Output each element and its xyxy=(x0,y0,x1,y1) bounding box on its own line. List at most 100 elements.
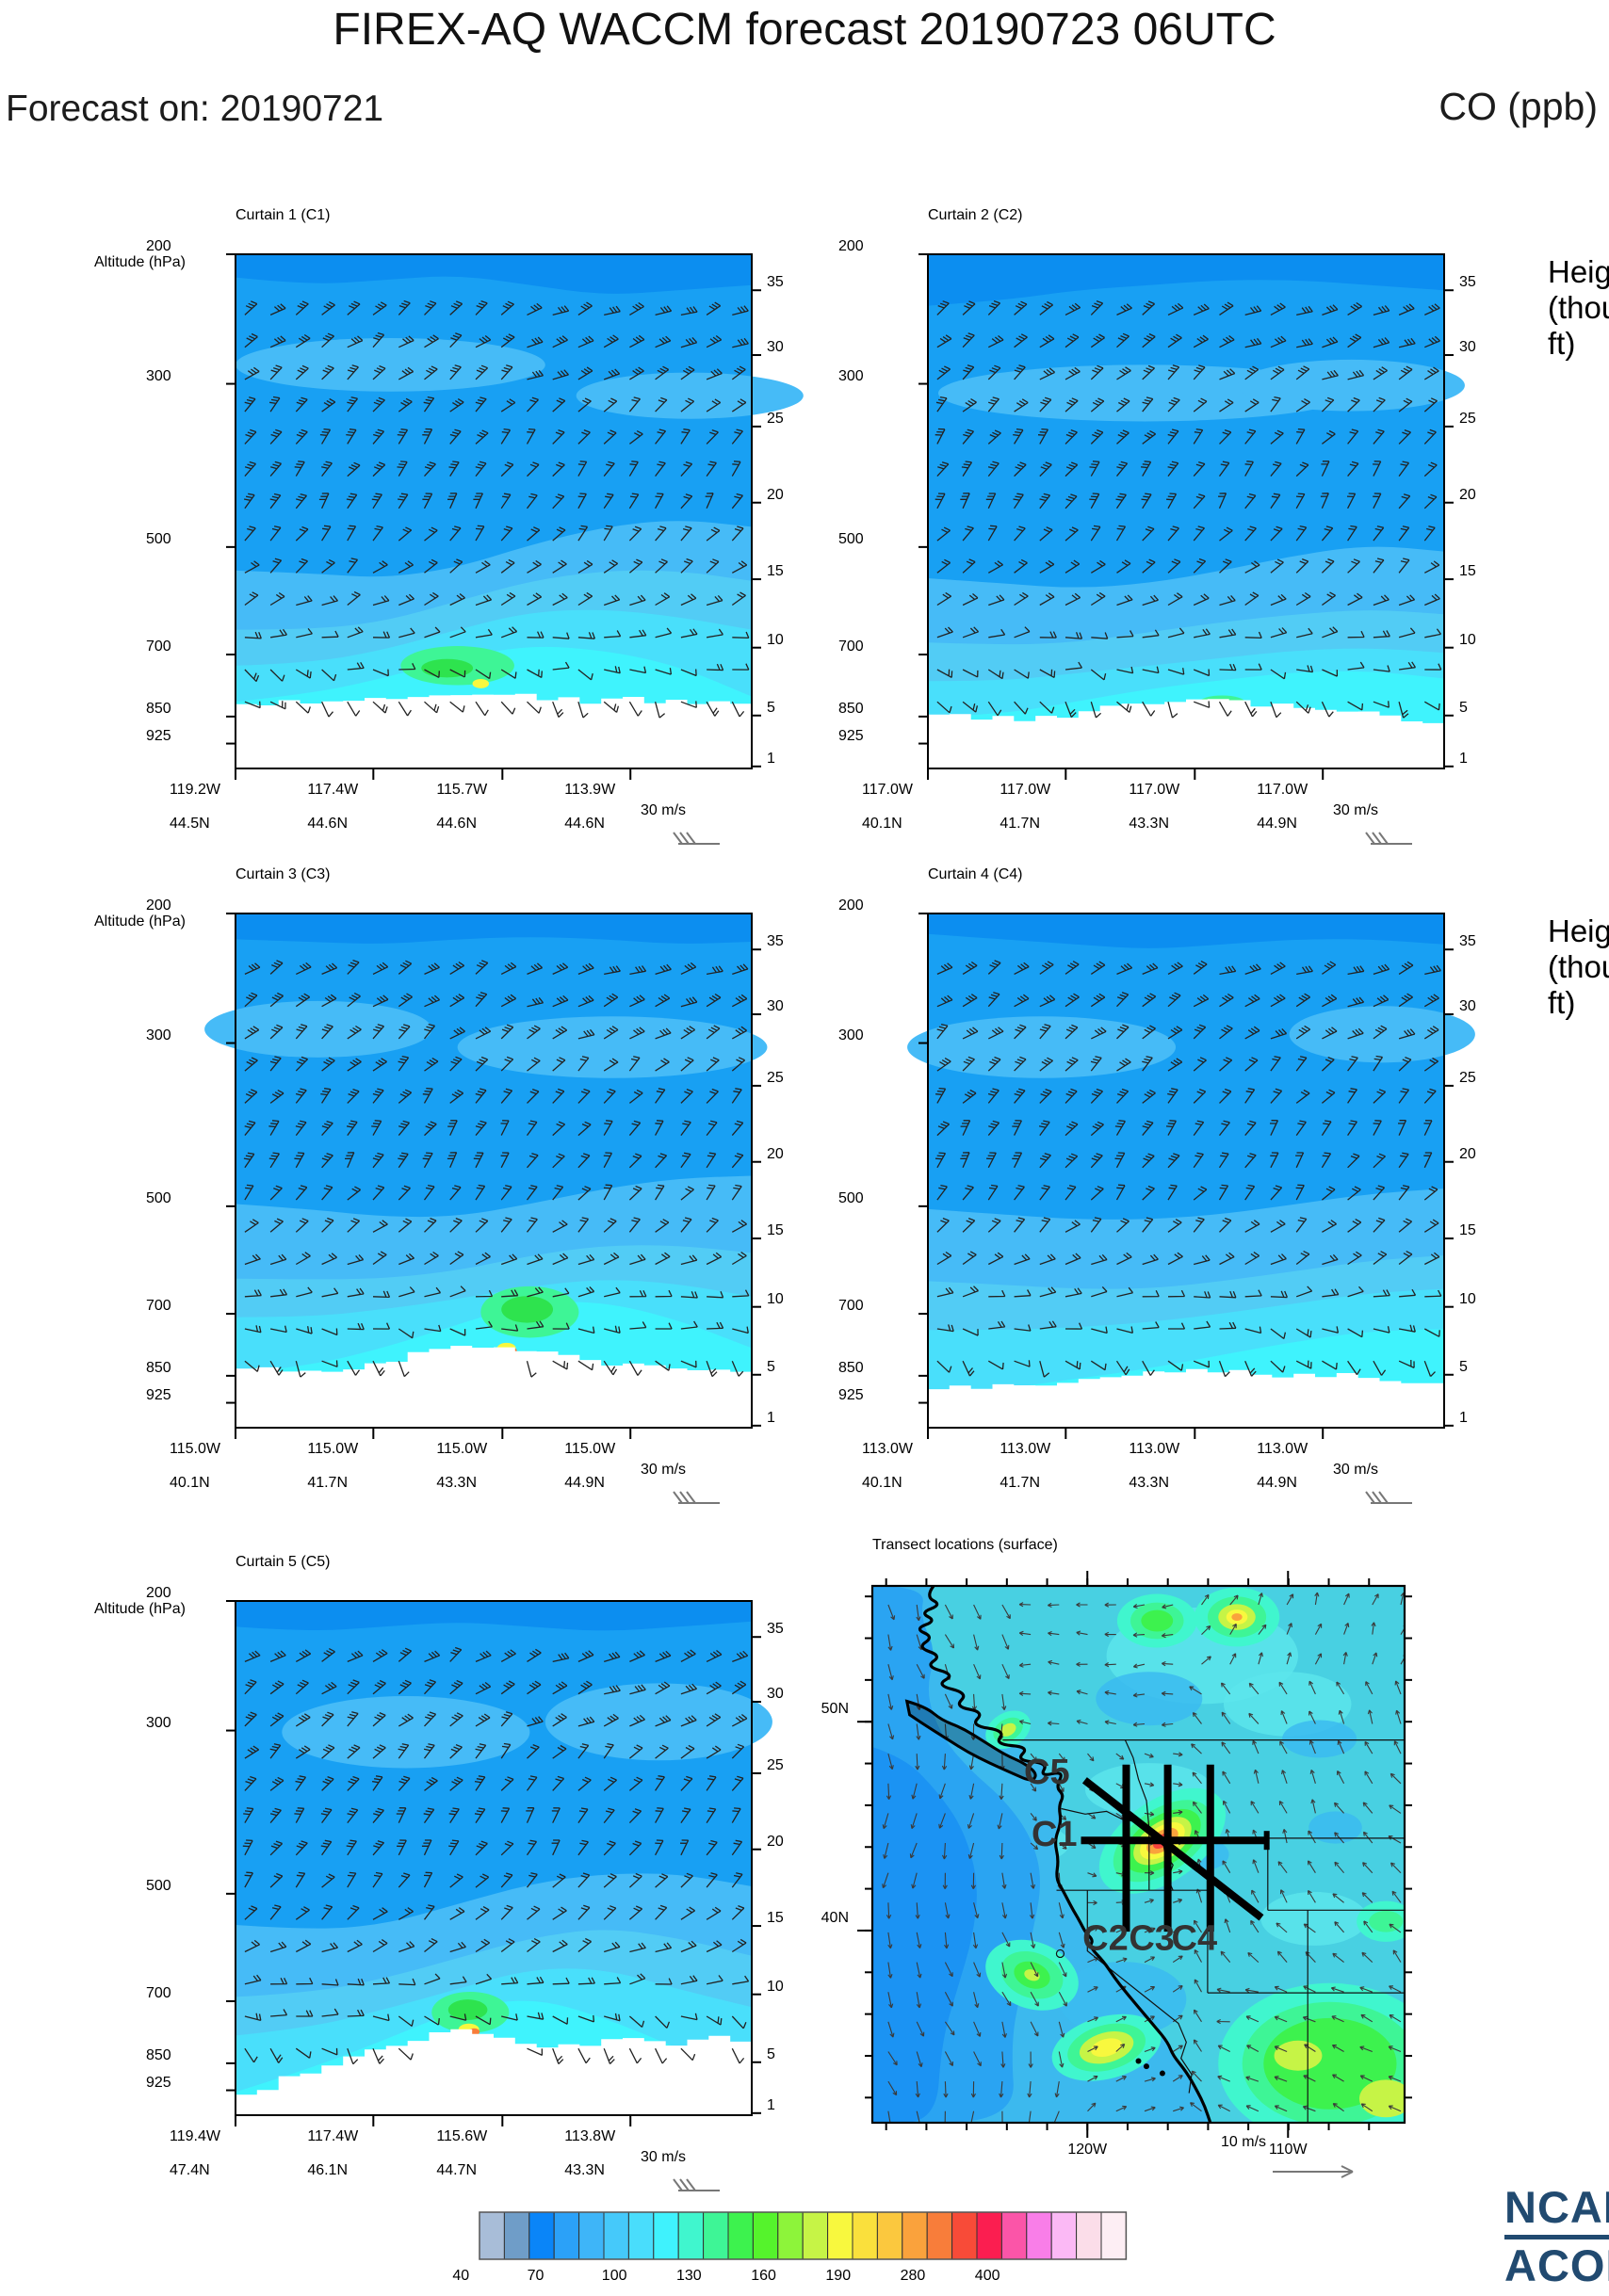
page-title: FIREX-AQ WACCM forecast 20190723 06UTC xyxy=(333,5,1276,55)
curtain-title-C4: Curtain 4 (C4) xyxy=(928,866,1023,882)
xtick-lon-C2-0: 117.0W xyxy=(862,782,913,798)
curtain-plot-C1 xyxy=(226,253,804,780)
colorbar-tick-2: 100 xyxy=(601,2268,627,2284)
xtick-lat-C5-1: 46.1N xyxy=(307,2162,349,2178)
ytick-left-C5-1: 300 xyxy=(146,1714,171,1731)
curtain-title-C1: Curtain 1 (C1) xyxy=(236,207,331,223)
ytick-left-C4-4: 850 xyxy=(838,1359,864,1376)
species-label: CO (ppb) xyxy=(1438,85,1598,128)
wind-ref-label-C5: 30 m/s xyxy=(641,2149,687,2165)
ytick-right-C2-6: 5 xyxy=(1459,699,1468,716)
map-wind-ref-arrow-icon xyxy=(1273,2165,1354,2178)
ylabel-height-C2: Height (thousand ft) xyxy=(1548,254,1609,361)
xtick-lon-C4-2: 113.0W xyxy=(1129,1441,1180,1457)
xtick-lat-C5-2: 44.7N xyxy=(436,2162,478,2178)
xtick-lat-C1-3: 44.6N xyxy=(564,816,605,832)
logo-line1: NCAR xyxy=(1504,2182,1609,2232)
ytick-left-C4-1: 300 xyxy=(838,1027,864,1043)
xtick-lon-C5-2: 115.6W xyxy=(436,2128,488,2144)
xtick-lat-C1-0: 44.5N xyxy=(170,816,210,832)
ytick-left-C1-0: 200 xyxy=(146,238,171,254)
xtick-lat-C4-1: 41.7N xyxy=(1000,1475,1041,1491)
map-title: Transect locations (surface) xyxy=(872,1537,1058,1553)
ytick-right-C1-4: 15 xyxy=(767,563,784,580)
wind-barbs-C3 xyxy=(243,959,750,1378)
map-ytick-1: 40N xyxy=(821,1909,849,1926)
xtick-lon-C2-2: 117.0W xyxy=(1129,782,1180,798)
xtick-lon-C3-1: 115.0W xyxy=(307,1441,359,1457)
ytick-right-C1-3: 20 xyxy=(767,486,784,503)
ytick-right-C2-5: 10 xyxy=(1459,631,1476,648)
colorbar-tick-5: 190 xyxy=(825,2268,852,2284)
transect-line-C5 xyxy=(1081,1777,1264,1921)
ytick-left-C5-0: 200 xyxy=(146,1585,171,1601)
ytick-right-C2-0: 35 xyxy=(1459,274,1476,291)
colorbar-tick-3: 130 xyxy=(676,2268,702,2284)
wind-ref-label-C4: 30 m/s xyxy=(1333,1462,1379,1478)
ytick-left-C3-2: 500 xyxy=(146,1189,171,1206)
ytick-right-C2-2: 25 xyxy=(1459,410,1476,427)
ytick-right-C4-0: 35 xyxy=(1459,933,1476,950)
map-ytick-0: 50N xyxy=(821,1701,849,1718)
ytick-right-C3-0: 35 xyxy=(767,933,784,950)
wind-ref-label-C2: 30 m/s xyxy=(1333,802,1379,818)
curtain-title-C2: Curtain 2 (C2) xyxy=(928,207,1023,223)
xtick-lat-C3-0: 40.1N xyxy=(170,1475,210,1491)
wind-ref-box-C2: 30 m/s xyxy=(1333,802,1450,885)
xtick-lon-C2-3: 117.0W xyxy=(1257,782,1308,798)
wind-barbs-C1 xyxy=(243,299,750,719)
wind-ref-barb-icon-C5 xyxy=(673,2178,720,2191)
ytick-right-C4-5: 10 xyxy=(1459,1290,1476,1307)
xtick-lon-C5-1: 117.4W xyxy=(307,2128,359,2144)
colorbar-tick-4: 160 xyxy=(751,2268,776,2284)
ylabel-height-C4: Height (thousand ft) xyxy=(1548,914,1609,1020)
ytick-left-C3-0: 200 xyxy=(146,897,171,914)
curtain-plot-C2 xyxy=(918,253,1465,780)
ytick-left-C5-4: 850 xyxy=(146,2046,171,2063)
ytick-right-C4-2: 25 xyxy=(1459,1069,1476,1086)
xtick-lat-C5-3: 43.3N xyxy=(564,2162,605,2178)
map-wind-ref-label: 10 m/s xyxy=(1221,2134,1267,2150)
curtain-plot-C4 xyxy=(907,913,1475,1439)
logo-rule xyxy=(1504,2234,1609,2239)
xtick-lat-C2-1: 41.7N xyxy=(1000,816,1041,832)
wind-ref-barb-icon-C1 xyxy=(673,832,720,845)
colorbar-tick-1: 70 xyxy=(527,2268,544,2284)
ylabel-altitude-C1: Altitude (hPa) xyxy=(94,254,186,270)
transect-label-C5: C5 xyxy=(1024,1753,1070,1792)
ytick-left-C5-2: 500 xyxy=(146,1877,171,1894)
xtick-lat-C4-0: 40.1N xyxy=(862,1475,902,1491)
forecast-date: Forecast on: 20190721 xyxy=(6,89,384,129)
ytick-left-C4-5: 925 xyxy=(838,1386,864,1403)
ytick-right-C2-1: 30 xyxy=(1459,339,1476,356)
ytick-right-C5-3: 20 xyxy=(767,1833,784,1850)
ytick-right-C4-4: 15 xyxy=(1459,1222,1476,1239)
map-xtick-1: 110W xyxy=(1268,2142,1308,2158)
ytick-left-C2-1: 300 xyxy=(838,367,864,384)
ytick-right-C2-7: 1 xyxy=(1459,750,1468,767)
ytick-right-C3-1: 30 xyxy=(767,998,784,1015)
curtain-plot-C3 xyxy=(204,913,768,1439)
ytick-right-C5-6: 5 xyxy=(767,2045,775,2062)
wind-ref-box-C5: 30 m/s xyxy=(641,2149,757,2232)
ylabel-altitude-C5: Altitude (hPa) xyxy=(94,1601,186,1617)
ytick-right-C4-1: 30 xyxy=(1459,998,1476,1015)
ytick-right-C5-5: 10 xyxy=(767,1978,784,1995)
xtick-lon-C1-2: 115.7W xyxy=(436,782,488,798)
ytick-right-C1-1: 30 xyxy=(767,339,784,356)
ytick-left-C4-0: 200 xyxy=(838,897,864,914)
ytick-left-C1-1: 300 xyxy=(146,367,171,384)
ytick-right-C5-0: 35 xyxy=(767,1621,784,1638)
xtick-lat-C3-2: 43.3N xyxy=(436,1475,478,1491)
map-xtick-0: 120W xyxy=(1067,2142,1108,2158)
wind-barbs-C5 xyxy=(242,1646,750,2065)
ytick-right-C3-2: 25 xyxy=(767,1069,784,1086)
xtick-lat-C3-1: 41.7N xyxy=(307,1475,349,1491)
colorbar xyxy=(479,2211,1128,2260)
colorbar-tick-6: 280 xyxy=(900,2268,926,2284)
wind-ref-barb-icon-C3 xyxy=(673,1491,720,1504)
transect-label-C2: C2 xyxy=(1082,1918,1129,1958)
ytick-left-C4-3: 700 xyxy=(838,1297,864,1314)
ytick-left-C1-4: 850 xyxy=(146,700,171,717)
